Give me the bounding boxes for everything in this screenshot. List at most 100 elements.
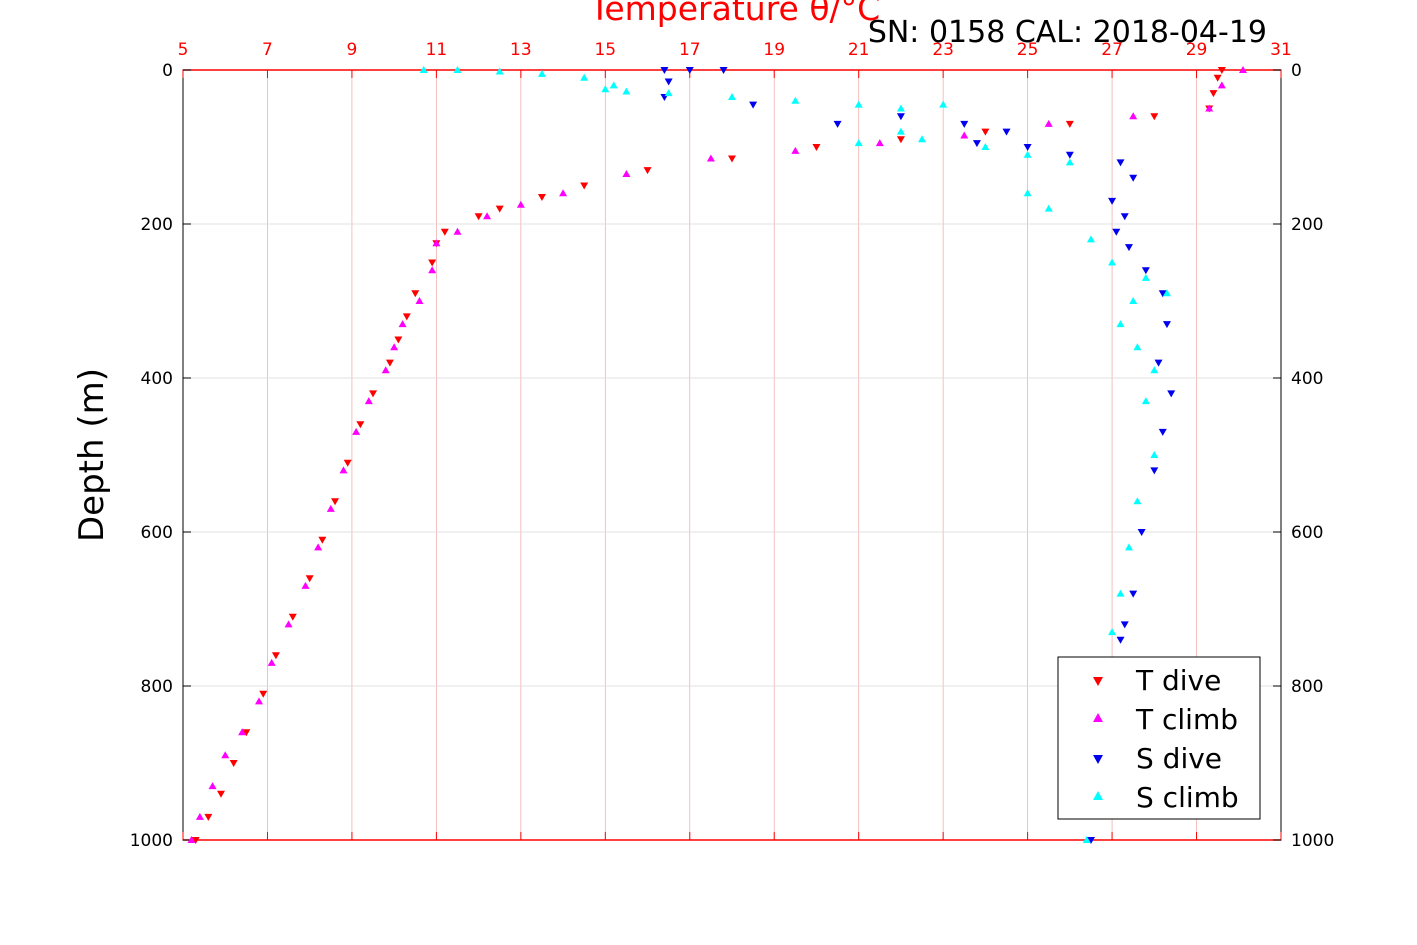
y-tick-label-right: 200: [1291, 215, 1323, 235]
data-point-t-climb: [195, 812, 204, 820]
y-tick-label-right: 400: [1291, 369, 1323, 389]
data-point-t-dive: [259, 690, 268, 698]
data-point-t-dive: [1217, 67, 1226, 74]
x-tick-label: 27: [1101, 40, 1123, 60]
data-markers: [187, 66, 1247, 844]
data-point-s-climb: [1116, 589, 1125, 597]
data-point-s-dive: [1129, 174, 1138, 182]
data-point-t-dive: [643, 167, 652, 175]
data-point-s-dive: [1023, 144, 1032, 151]
data-point-s-climb: [896, 104, 905, 112]
data-point-s-dive: [1141, 267, 1150, 275]
legend-label-t-climb: T climb: [1135, 703, 1238, 736]
data-point-s-dive: [1167, 390, 1176, 398]
data-point-s-climb: [981, 143, 990, 150]
data-point-t-climb: [364, 397, 373, 405]
data-point-s-dive: [1116, 636, 1125, 644]
data-point-t-dive: [369, 390, 378, 398]
y-tick-label-left: 400: [141, 369, 173, 389]
data-point-s-climb: [1116, 320, 1125, 328]
data-point-t-climb: [267, 658, 276, 666]
y-tick-label-left: 200: [141, 215, 173, 235]
data-point-t-dive: [1213, 74, 1222, 82]
data-point-t-dive: [495, 205, 504, 213]
data-point-t-dive: [981, 128, 990, 136]
data-point-t-dive: [318, 536, 327, 544]
data-point-s-dive: [660, 67, 669, 74]
data-point-s-dive: [719, 67, 728, 74]
data-point-t-climb: [791, 146, 800, 154]
legend-box: [1057, 656, 1261, 820]
data-point-t-climb: [1217, 81, 1226, 89]
data-point-t-climb: [706, 154, 715, 162]
data-point-t-dive: [242, 729, 251, 737]
data-point-t-climb: [559, 189, 568, 197]
data-point-s-climb: [453, 66, 462, 73]
data-point-t-climb: [428, 266, 437, 274]
data-point-s-dive: [1002, 128, 1011, 136]
data-point-s-climb: [1129, 297, 1138, 304]
data-point-t-dive: [385, 359, 394, 367]
data-point-s-dive: [1086, 837, 1095, 844]
legend-label-s-dive: S dive: [1136, 742, 1222, 775]
data-point-s-dive: [1120, 621, 1129, 629]
data-point-s-climb: [1065, 158, 1074, 166]
data-point-s-climb: [1082, 836, 1091, 843]
data-point-t-climb: [314, 543, 323, 551]
data-point-s-climb: [939, 100, 948, 108]
data-point-t-dive: [288, 613, 297, 621]
data-point-s-dive: [1065, 151, 1074, 159]
data-point-s-climb: [918, 135, 927, 143]
data-point-t-climb: [432, 239, 441, 247]
data-point-s-dive: [960, 120, 969, 128]
data-point-t-climb: [221, 751, 230, 759]
data-point-t-climb: [381, 366, 390, 374]
data-point-t-climb: [339, 466, 348, 474]
data-point-s-dive: [1158, 428, 1167, 436]
data-point-s-climb: [537, 69, 546, 77]
data-point-t-dive: [229, 760, 238, 767]
y-tick-label-left: 800: [141, 677, 173, 697]
data-point-s-climb: [854, 100, 863, 108]
data-point-s-climb: [1133, 343, 1142, 351]
data-point-s-climb: [728, 92, 736, 100]
x-tick-label: 15: [594, 40, 616, 60]
x-tick-label: 21: [848, 40, 870, 60]
data-point-s-climb: [1141, 273, 1150, 281]
data-point-t-dive: [331, 498, 340, 506]
series-t-climb: [187, 66, 1247, 843]
data-point-s-climb: [896, 127, 905, 135]
x-tick-label: 25: [1017, 40, 1039, 60]
data-point-t-climb: [301, 581, 310, 589]
data-point-t-climb: [284, 620, 293, 628]
data-point-t-dive: [191, 837, 200, 844]
x-tick-label: 17: [679, 40, 701, 60]
data-point-t-climb: [516, 200, 525, 208]
data-point-t-dive: [1065, 120, 1074, 128]
data-point-t-dive: [402, 313, 411, 321]
data-point-s-dive: [685, 67, 694, 74]
data-point-t-dive: [411, 290, 420, 298]
data-point-s-dive: [1150, 467, 1159, 475]
data-point-t-dive: [580, 182, 589, 190]
data-point-t-dive: [812, 144, 821, 151]
data-point-s-dive: [972, 140, 981, 148]
y-tick-label-left: 600: [141, 523, 173, 543]
data-point-s-dive: [896, 113, 905, 121]
chart-title: Temperature θ/°C: [589, 0, 880, 28]
data-point-t-climb: [453, 227, 462, 235]
data-point-s-dive: [1162, 321, 1171, 329]
data-point-s-dive: [1112, 228, 1121, 236]
data-point-t-climb: [238, 728, 247, 736]
data-point-t-dive: [728, 155, 736, 163]
data-point-t-dive: [271, 652, 280, 660]
data-point-s-climb: [601, 85, 610, 93]
legend-marker-t-climb: [1093, 713, 1103, 722]
data-point-s-dive: [664, 78, 673, 86]
data-point-t-climb: [1205, 104, 1214, 112]
data-point-t-climb: [622, 169, 631, 177]
data-point-s-climb: [1108, 258, 1117, 266]
data-point-t-climb: [1044, 119, 1053, 127]
data-point-s-dive: [1137, 529, 1146, 536]
